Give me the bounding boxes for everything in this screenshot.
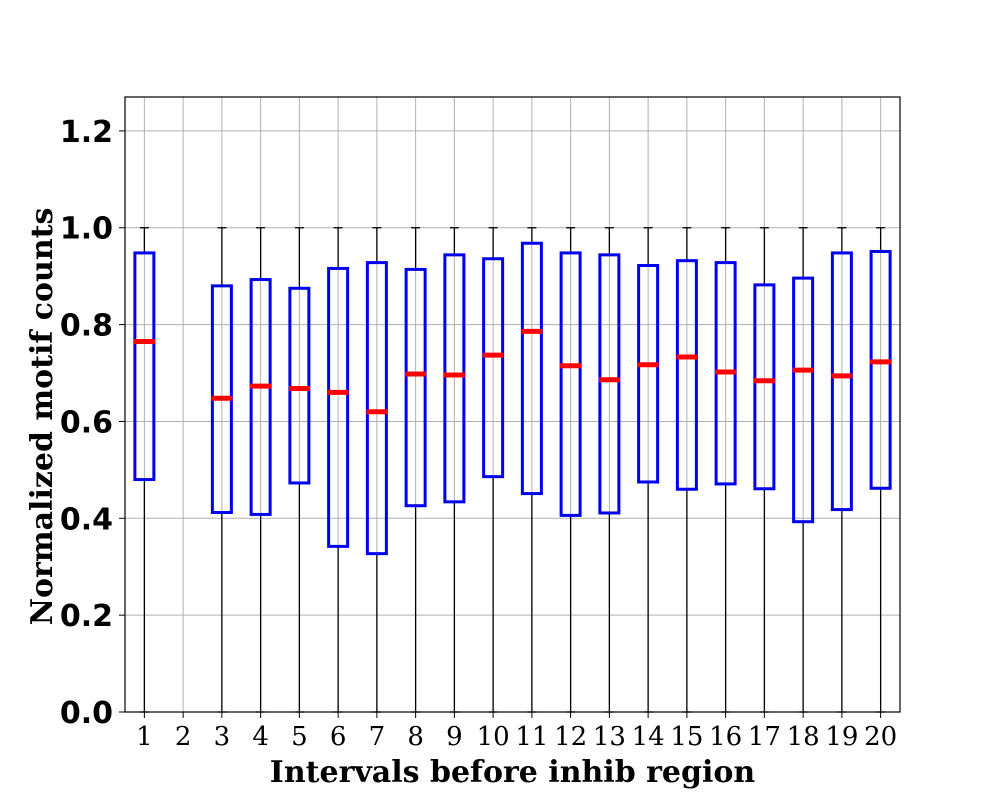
box-body	[753, 283, 776, 491]
x-tick-label: 19	[825, 722, 858, 752]
box-5	[288, 227, 311, 713]
x-tick-label: 11	[515, 722, 548, 752]
x-tick-label: 5	[291, 722, 308, 752]
box-12	[559, 227, 582, 713]
box-10	[482, 227, 505, 713]
x-axis-label: Intervals before inhib region	[270, 755, 756, 790]
box-body	[675, 259, 698, 491]
box-body	[598, 253, 621, 515]
y-tick-label: 0.6	[60, 405, 113, 440]
box-body	[792, 276, 815, 524]
box-body	[404, 267, 427, 508]
box-body	[365, 261, 388, 556]
grid-lines	[125, 97, 900, 713]
box-17	[753, 227, 776, 713]
x-tick-label: 12	[554, 722, 587, 752]
box-body	[482, 257, 505, 479]
x-tick-label: 6	[330, 722, 347, 752]
box-body	[133, 251, 156, 482]
box-13	[598, 227, 621, 713]
box-body	[443, 253, 466, 504]
box-series	[133, 227, 892, 713]
x-tick-label: 13	[593, 722, 626, 752]
x-tick-label: 4	[252, 722, 269, 752]
box-body	[869, 249, 892, 490]
y-axis-ticks: 0.0 0.2 0.4 0.6 0.8 1.0 1.2	[60, 115, 125, 731]
x-tick-label: 7	[369, 722, 386, 752]
box-body	[288, 286, 311, 485]
y-tick-label: 1.2	[60, 115, 113, 150]
x-tick-label: 18	[787, 722, 820, 752]
y-axis-label: Normalized motif counts	[25, 208, 60, 626]
x-tick-label: 10	[477, 722, 510, 752]
x-tick-label: 20	[864, 722, 897, 752]
x-tick-label: 9	[446, 722, 463, 752]
x-tick-label: 2	[175, 722, 192, 752]
box-4	[249, 227, 272, 713]
box-body	[637, 264, 660, 484]
box-14	[637, 227, 660, 713]
box-15	[675, 227, 698, 713]
box-body	[830, 251, 853, 512]
x-tick-label: 3	[214, 722, 231, 752]
box-7	[365, 227, 388, 713]
y-tick-label: 0.2	[60, 599, 113, 634]
box-6	[327, 227, 350, 713]
box-body	[249, 278, 272, 516]
x-tick-label: 8	[407, 722, 424, 752]
x-tick-label: 14	[632, 722, 665, 752]
box-body	[559, 251, 582, 517]
box-body	[520, 241, 543, 496]
y-tick-label: 0.0	[60, 696, 113, 731]
box-body	[327, 266, 350, 548]
plot-frame	[124, 96, 901, 713]
y-tick-label: 0.4	[60, 502, 113, 537]
y-tick-label: 1.0	[60, 212, 113, 247]
x-tick-label: 17	[748, 722, 781, 752]
box-3	[210, 227, 233, 713]
x-tick-label: 1	[136, 722, 153, 752]
box-20	[869, 227, 892, 713]
x-tick-label: 16	[709, 722, 742, 752]
x-tick-label: 15	[670, 722, 703, 752]
x-axis-ticks: 1 2 3 4 5 6 7 8 9 10 11 12 13 14 15 16 17 18 19 20	[136, 712, 897, 752]
y-tick-label: 0.8	[60, 309, 113, 344]
